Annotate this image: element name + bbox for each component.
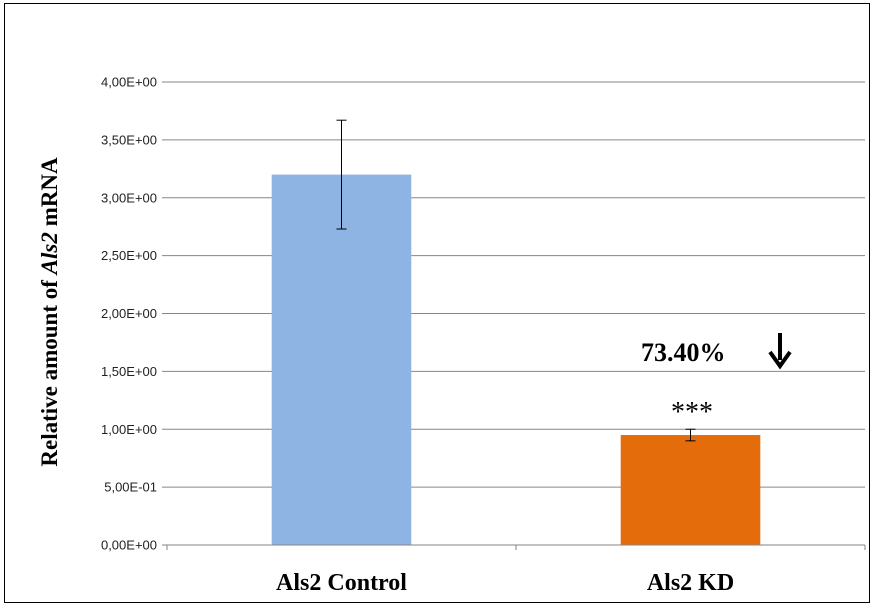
reduction-percent-label: 73.40%	[641, 338, 726, 367]
y-tick-label: 1,50E+00	[101, 364, 157, 379]
y-axis-label-part-3: mRNA	[37, 157, 62, 232]
y-tick-label: 5,00E-01	[104, 480, 157, 495]
error-bars	[336, 119, 696, 442]
y-tick-label: 3,00E+00	[101, 190, 157, 205]
y-tick-label: 1,00E+00	[101, 422, 157, 437]
down-arrow-icon	[768, 333, 792, 370]
bars	[271, 174, 761, 545]
bar	[620, 435, 761, 545]
bar	[271, 174, 412, 545]
y-tick-label: 2,00E+00	[101, 306, 157, 321]
x-axis-ticks	[166, 545, 866, 550]
y-tick-labels: 0,00E+00 5,00E-01 1,00E+00 1,50E+00 2,00E+00…	[101, 75, 157, 553]
y-tick-label: 4,00E+00	[101, 75, 157, 90]
y-axis-label: Relative amount of Als2 mRNA	[37, 157, 62, 467]
significance-label: ***	[671, 397, 713, 428]
y-tick-label: 2,50E+00	[101, 248, 157, 263]
category-label: Als2 KD	[647, 570, 734, 596]
y-axis-label-gene: Als2	[37, 232, 62, 276]
y-axis-label-part-1: Relative amount of	[37, 274, 62, 466]
category-label: Als2 Control	[276, 570, 407, 596]
y-tick-label: 3,50E+00	[101, 132, 157, 147]
y-tick-label: 0,00E+00	[101, 538, 157, 553]
category-labels: Als2 Control Als2 KD	[276, 570, 734, 596]
